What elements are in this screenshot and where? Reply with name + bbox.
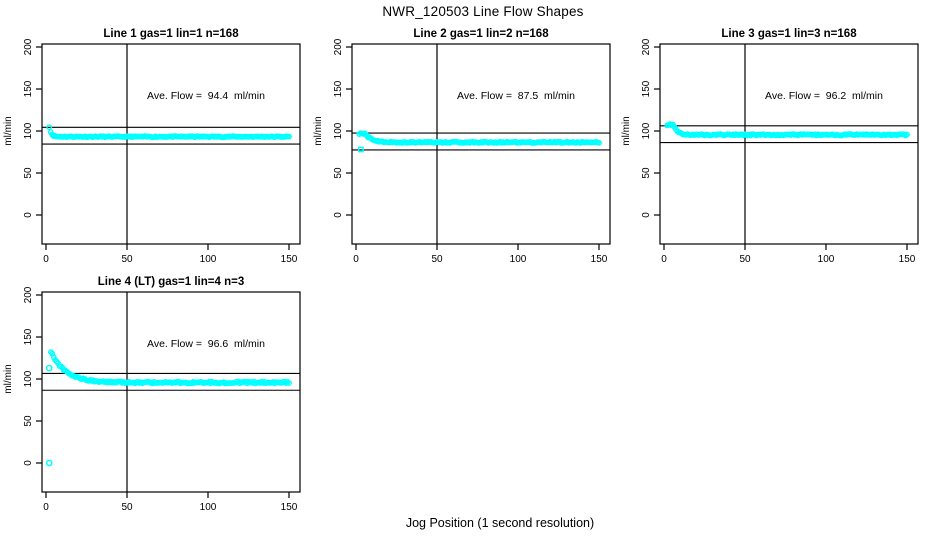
- y-tick-label: 150: [333, 80, 344, 97]
- x-tick-label: 100: [200, 502, 217, 513]
- panel-title: Line 1 gas=1 lin=1 n=168: [103, 28, 239, 40]
- x-tick-label: 50: [739, 254, 751, 265]
- y-tick-label: 100: [23, 122, 34, 139]
- data-point: [904, 131, 910, 138]
- y-axis: 0 50 100 150 200 ml/min: [3, 286, 42, 466]
- x-axis-figure-label: Jog Position (1 second resolution): [405, 516, 595, 530]
- panel-1-chart: Line 1 gas=1 lin=1 n=168 0 50 100 150 200 ml/m…: [3, 28, 301, 265]
- y-tick-label: 50: [641, 167, 652, 179]
- data-point: [286, 133, 292, 140]
- y-tick-label: 100: [641, 122, 652, 139]
- y-tick-label: 0: [641, 212, 652, 218]
- outlier-point: [45, 459, 53, 467]
- data-point: [46, 124, 53, 131]
- x-tick-label: 50: [121, 502, 133, 513]
- panel-title: Line 3 gas=1 lin=3 n=168: [721, 28, 857, 40]
- panel-4-chart: Line 4 (LT) gas=1 lin=4 n=3 0 50 100 150 200 m…: [3, 276, 301, 513]
- data-points: [45, 349, 292, 467]
- panel-3-chart: Line 3 gas=1 lin=3 n=168 0 50 100 150 200 ml/m…: [621, 28, 919, 265]
- x-tick-label: 100: [200, 254, 217, 265]
- ave-flow-annotation: Ave. Flow = 96.2 ml/min: [765, 90, 883, 102]
- subplot-line-1: Line 1 gas=1 lin=1 n=168 0 50 100 150 200 ml/m…: [0, 22, 312, 272]
- panel-title: Line 2 gas=1 lin=2 n=168: [413, 28, 549, 40]
- x-tick-label: 100: [510, 254, 527, 265]
- panel-title: Line 4 (LT) gas=1 lin=4 n=3: [98, 276, 244, 288]
- y-tick-label: 200: [23, 286, 34, 303]
- x-tick-label: 100: [818, 254, 835, 265]
- data-point: [596, 139, 602, 146]
- y-axis: 0 50 100 150 200 ml/min: [3, 38, 42, 218]
- y-axis-label: ml/min: [313, 116, 324, 145]
- outlier-point: [45, 364, 53, 372]
- outlier-point: [357, 146, 364, 153]
- x-tick-label: 50: [121, 254, 133, 265]
- ave-flow-annotation: Ave. Flow = 87.5 ml/min: [457, 90, 575, 102]
- x-axis: 0 50 100 150: [353, 244, 608, 265]
- x-tick-label: 150: [591, 254, 608, 265]
- figure-title: NWR_120503 Line Flow Shapes: [382, 4, 584, 19]
- x-tick-label: 0: [353, 254, 359, 265]
- y-tick-label: 200: [333, 38, 344, 55]
- plot-box: [351, 43, 611, 245]
- y-tick-label: 0: [333, 212, 344, 218]
- y-tick-label: 50: [23, 167, 34, 179]
- y-tick-label: 0: [23, 212, 34, 218]
- ave-flow-annotation: Ave. Flow = 96.6 ml/min: [147, 338, 265, 350]
- data-points: [664, 121, 910, 139]
- x-axis: 0 50 100 150: [43, 244, 298, 265]
- y-axis-label: ml/min: [3, 364, 14, 393]
- data-points: [46, 124, 292, 141]
- y-axis: 0 50 100 150 200 ml/min: [313, 38, 352, 218]
- panel-2-chart: Line 2 gas=1 lin=2 n=168 0 50 100 150 200 ml/m…: [313, 28, 611, 265]
- y-tick-label: 150: [641, 80, 652, 97]
- subplot-line-3: Line 3 gas=1 lin=3 n=168 0 50 100 150 200 ml/m…: [618, 22, 930, 272]
- y-tick-label: 100: [333, 122, 344, 139]
- subplot-line-2: Line 2 gas=1 lin=2 n=168 0 50 100 150 200 ml/m…: [310, 22, 622, 272]
- y-tick-label: 150: [23, 328, 34, 345]
- y-tick-label: 150: [23, 80, 34, 97]
- plot-box: [41, 291, 301, 493]
- x-axis: 0 50 100 150: [661, 244, 916, 265]
- ave-flow-annotation: Ave. Flow = 94.4 ml/min: [147, 90, 265, 102]
- y-tick-label: 200: [23, 38, 34, 55]
- x-tick-label: 150: [899, 254, 916, 265]
- x-tick-label: 0: [43, 502, 49, 513]
- x-tick-label: 150: [281, 502, 298, 513]
- y-tick-label: 200: [641, 38, 652, 55]
- y-tick-label: 50: [23, 415, 34, 427]
- y-tick-label: 50: [333, 167, 344, 179]
- y-axis-label: ml/min: [621, 116, 632, 145]
- y-tick-label: 0: [23, 460, 34, 466]
- x-tick-label: 0: [661, 254, 667, 265]
- y-tick-label: 100: [23, 370, 34, 387]
- x-tick-label: 150: [281, 254, 298, 265]
- y-axis: 0 50 100 150 200 ml/min: [621, 38, 660, 218]
- plot-box: [659, 43, 919, 245]
- data-point: [286, 380, 292, 386]
- x-axis: 0 50 100 150: [43, 492, 298, 513]
- x-tick-label: 0: [43, 254, 49, 265]
- subplot-line-4: Line 4 (LT) gas=1 lin=4 n=3 0 50 100 150 200 m…: [0, 270, 312, 520]
- y-axis-label: ml/min: [3, 116, 14, 145]
- x-tick-label: 50: [431, 254, 443, 265]
- data-points: [356, 130, 602, 153]
